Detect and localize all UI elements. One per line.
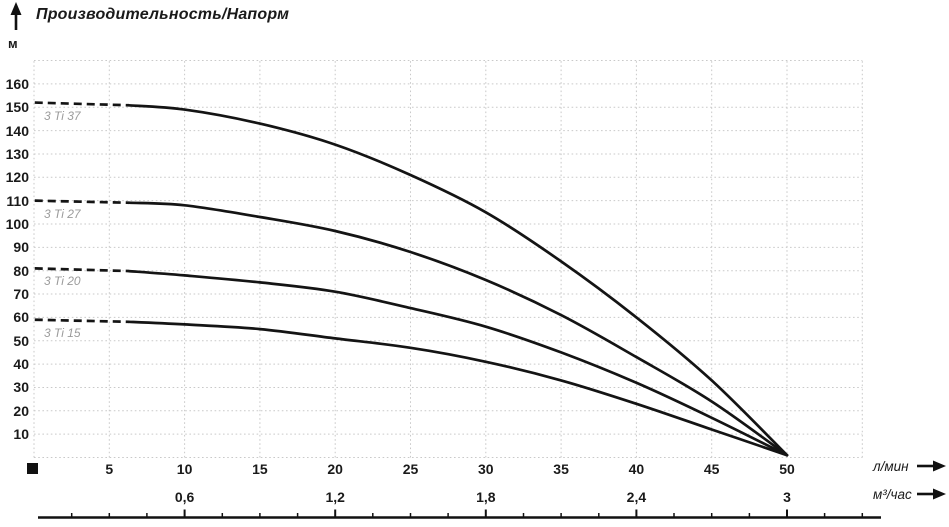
right-arrow-icon-lmin <box>917 460 946 472</box>
x-tick-label: 5 <box>105 461 114 477</box>
y-tick-label: 120 <box>5 169 29 186</box>
y-tick-label: 90 <box>13 239 29 256</box>
x-tick-label: 30 <box>478 461 494 477</box>
x2-tick-label: 1,8 <box>476 489 496 505</box>
x-tick-label: 25 <box>402 461 419 477</box>
x-tick-label: 45 <box>703 461 720 477</box>
up-arrow-icon <box>10 2 22 30</box>
y-tick-label: 50 <box>13 332 29 349</box>
y-tick-label: 80 <box>13 262 29 279</box>
model-label: 3 Ti 27 <box>44 206 81 221</box>
origin-marker <box>27 463 38 474</box>
model-label: 3 Ti 15 <box>44 325 81 340</box>
y-tick-label: 140 <box>5 122 29 139</box>
x-tick-label: 15 <box>252 461 268 477</box>
y-tick-label: 60 <box>13 309 29 326</box>
y-tick-label: 10 <box>13 426 29 443</box>
x-tick-label: 20 <box>327 461 343 477</box>
model-label: 3 Ti 37 <box>44 108 81 123</box>
curve-dashed-3-Ti-37 <box>34 101 129 107</box>
x2-tick-label: 0,6 <box>174 489 195 505</box>
x-tick-label: 50 <box>779 461 795 477</box>
y-tick-label: 100 <box>5 216 29 232</box>
y-tick-label: 40 <box>13 356 29 373</box>
y-axis-unit-label: м <box>8 36 18 51</box>
curve-3-Ti-37 <box>127 103 789 457</box>
y-tick-label: 20 <box>13 402 29 419</box>
model-label: 3 Ti 20 <box>44 274 81 289</box>
x-tick-label: 35 <box>553 461 569 477</box>
y-tick-label: 30 <box>13 379 29 396</box>
x2-axis-unit-label: м³/час <box>873 487 912 502</box>
y-tick-label: 130 <box>5 145 29 162</box>
y-tick-label: 150 <box>5 99 29 116</box>
x2-tick-label: 3 <box>783 489 791 505</box>
curve-3-Ti-15 <box>127 320 789 457</box>
y-tick-label: 110 <box>6 192 29 209</box>
right-arrow-icon-m3h <box>917 488 946 500</box>
curve-dashed-3-Ti-20 <box>34 267 129 273</box>
chart-title: Производительность/Напорм <box>36 6 290 23</box>
curve-3-Ti-27 <box>127 201 789 457</box>
curve-3-Ti-20 <box>127 269 789 457</box>
y-tick-label: 160 <box>5 75 29 92</box>
x-tick-label: 40 <box>628 461 645 477</box>
x-tick-label: 10 <box>176 461 193 477</box>
curve-dashed-3-Ti-27 <box>34 199 129 205</box>
x2-tick-label: 2,4 <box>626 489 647 505</box>
x2-tick-label: 1,2 <box>325 489 345 505</box>
x-axis-unit-label: л/мин <box>873 459 909 474</box>
y-tick-label: 70 <box>13 286 29 303</box>
curve-dashed-3-Ti-15 <box>34 318 129 324</box>
